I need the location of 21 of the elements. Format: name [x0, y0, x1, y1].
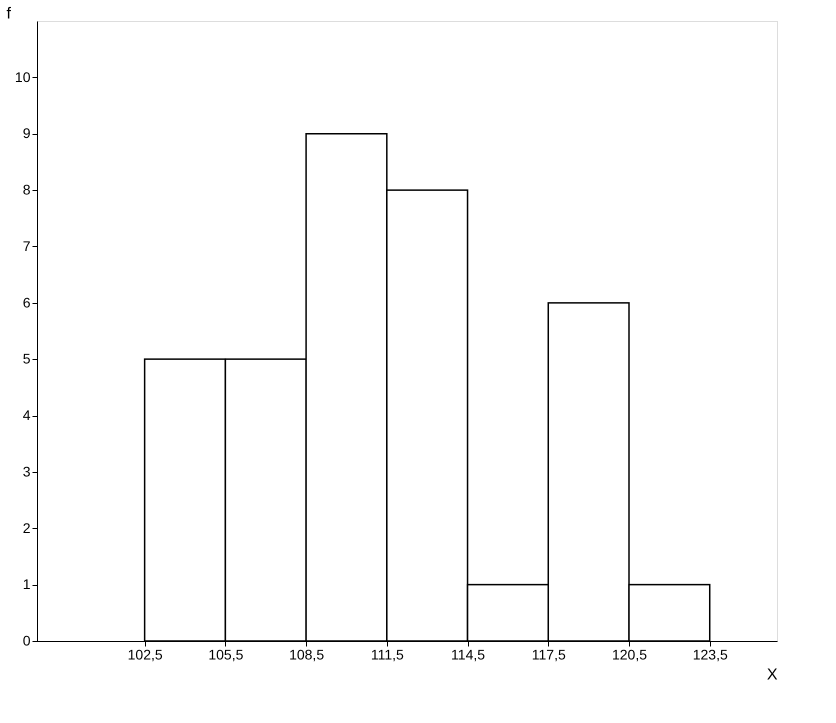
- y-tick-label: 7: [22, 238, 31, 254]
- y-tick-label: 0: [22, 632, 31, 648]
- y-axis-title: f: [6, 6, 12, 22]
- y-tick-label: 8: [22, 182, 31, 198]
- x-tick-label: 120,5: [612, 646, 648, 662]
- x-tick-label: 108,5: [289, 646, 324, 662]
- x-tick-label: 114,5: [451, 646, 486, 662]
- x-tick-label: 111,5: [370, 646, 404, 662]
- y-tick-label: 6: [22, 294, 31, 310]
- y-tick-label: 10: [14, 68, 31, 85]
- x-axis-title: X: [766, 666, 778, 684]
- y-tick-label: 2: [22, 520, 31, 536]
- x-tick-label: 117,5: [532, 646, 566, 662]
- y-tick-label: 5: [22, 350, 31, 367]
- x-tick-label: 123,5: [692, 646, 728, 662]
- y-tick-label: 3: [22, 463, 31, 480]
- y-tick-label: 1: [22, 576, 31, 592]
- y-tick-label: 4: [22, 407, 31, 424]
- y-tick-label: 9: [22, 125, 31, 142]
- x-tick-label: 102,5: [128, 646, 163, 662]
- x-tick-label: 105,5: [208, 646, 244, 662]
